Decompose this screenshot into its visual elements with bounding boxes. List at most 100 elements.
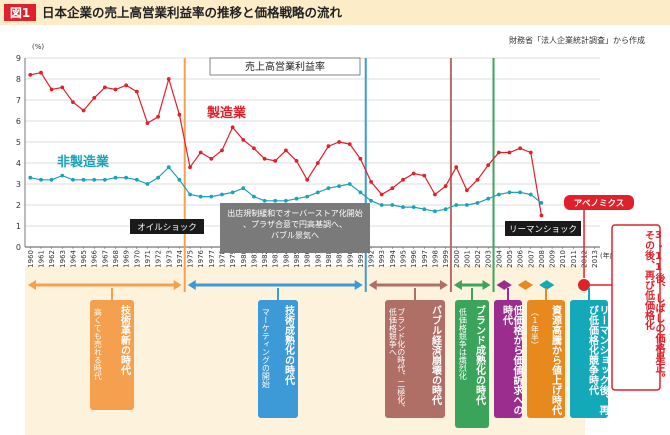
y-tick-label: 5 (16, 138, 21, 147)
data-point (71, 100, 75, 104)
data-point (528, 192, 533, 197)
arrow-head (517, 280, 526, 290)
data-point (379, 203, 384, 207)
data-point (315, 161, 320, 165)
data-point (539, 213, 544, 218)
x-tick-label: 1991 (357, 250, 365, 268)
data-point (326, 144, 331, 149)
data-point (124, 175, 129, 180)
data-point (401, 177, 405, 182)
data-point (518, 190, 523, 195)
era-box (258, 300, 298, 418)
y-tick-label: 0 (16, 243, 21, 252)
event-line: 出店規制緩和でオーバーストア化開始 (227, 208, 363, 218)
data-point (305, 194, 310, 199)
y-tick-label: 7 (16, 96, 21, 105)
data-point (28, 72, 33, 77)
event-deregulation: 出店規制緩和でオーバーストア化開始、プラザ合意で円高基調へ、バブル景気へ (227, 208, 363, 240)
data-point (198, 194, 203, 199)
x-unit: (年度) (600, 251, 620, 260)
y-tick-label: 6 (16, 117, 21, 126)
x-tick-label: 2010 (559, 250, 567, 268)
x-tick-label: 1978 (218, 250, 226, 268)
event-oil-shock-box (130, 219, 204, 234)
y-tick-label: 4 (16, 159, 21, 168)
event-line: バブル景気へ (271, 230, 319, 240)
data-point (539, 201, 544, 205)
era-arrows (28, 210, 612, 291)
figure-badge-box (4, 4, 36, 21)
data-point (134, 177, 139, 182)
arrow-head (539, 280, 548, 290)
data-point (401, 205, 405, 210)
data-point (518, 146, 523, 151)
era-box (527, 300, 565, 418)
x-tick-label: 1985 (293, 250, 301, 268)
data-point (486, 196, 491, 201)
x-axis: 1960 1961 1962 1963 1964 1965 1966 1967 1968 1969… (27, 247, 599, 268)
x-tick-label: 2000 (453, 250, 461, 268)
x-tick-label: 1969 (123, 250, 131, 268)
data-point (475, 177, 480, 182)
data-point (230, 190, 235, 195)
data-point (411, 205, 416, 210)
data-point (347, 182, 352, 186)
source-note: 財務省「法人企業統計調査」から作成 (509, 35, 645, 45)
data-point (433, 209, 437, 214)
arrow-head (28, 280, 36, 290)
data-point (241, 138, 246, 142)
x-tick-label: 1968 (112, 250, 120, 268)
data-point (337, 184, 342, 189)
event-lehman: リーマンショック (509, 225, 577, 235)
data-point (81, 177, 86, 182)
x-tick-label: 1996 (410, 249, 418, 267)
data-point (443, 184, 448, 189)
y-unit: (%) (32, 43, 44, 51)
era-box (570, 300, 608, 418)
x-tick-label: 1967 (101, 250, 109, 268)
x-tick-label: 1998 (431, 250, 439, 268)
x-tick-label: 1997 (421, 250, 429, 268)
data-point (71, 177, 75, 182)
data-point (60, 173, 65, 178)
era-title: 技術革新の時代 (118, 305, 130, 375)
x-tick-label: 1984 (282, 249, 290, 267)
x-tick-label: 1974 (176, 249, 184, 267)
data-point (294, 196, 299, 201)
abenomics-marker (578, 279, 591, 291)
data-point (273, 198, 278, 203)
data-point (315, 190, 320, 195)
data-point (422, 207, 427, 212)
arrow-head (173, 280, 182, 290)
x-tick-label: 1970 (133, 250, 141, 268)
era-box (494, 300, 522, 418)
x-tick-label: 2005 (506, 250, 514, 268)
data-point (496, 192, 501, 197)
data-point (60, 85, 65, 90)
data-point (369, 198, 373, 203)
data-point (464, 203, 469, 207)
era-box (385, 300, 445, 418)
data-point (369, 180, 373, 184)
x-tick-label: 1988 (325, 250, 333, 268)
era-boxes (90, 224, 661, 428)
data-point (475, 201, 480, 205)
data-point (49, 177, 54, 182)
data-point (81, 108, 86, 113)
era-title: 低価格から価値訴求への時代 (500, 305, 523, 415)
x-tick-label: 1987 (314, 250, 322, 268)
x-tick-label: 1972 (155, 250, 163, 268)
x-tick-label: 1986 (304, 249, 312, 267)
arrow-head (453, 280, 462, 290)
data-point (102, 177, 107, 182)
data-point (507, 150, 512, 155)
x-tick-label: 1965 (80, 250, 88, 268)
y-tick-label: 9 (16, 54, 21, 63)
x-tick-label: 1964 (69, 249, 77, 267)
data-point (113, 175, 118, 180)
series-line-manufacturing (30, 72, 542, 216)
data-point (347, 142, 352, 147)
x-tick-label: 1982 (261, 250, 269, 268)
